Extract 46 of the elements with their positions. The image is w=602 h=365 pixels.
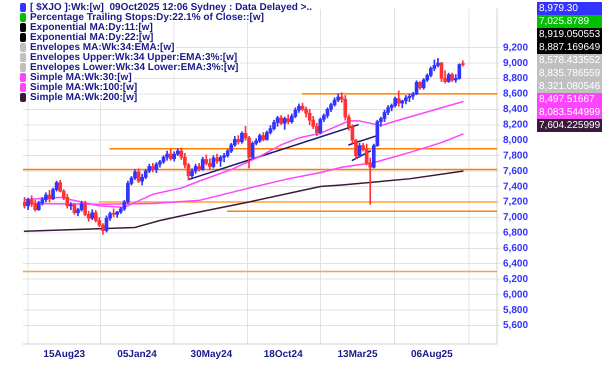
y-tick-label: 7,800 (503, 150, 528, 162)
legend-label: Simple MA:Wk:30:[w] (30, 72, 132, 82)
x-tick-label: 30May24 (190, 348, 233, 360)
legend-label: Percentage Trailing Stops:Dy:22.1% of Close::[w] (30, 12, 264, 22)
x-tick-label: 06Aug25 (410, 348, 454, 360)
y-tick-label: 5,600 (503, 320, 528, 332)
y-tick-label: 6,600 (503, 243, 528, 254)
legend-label: Envelopes Upper:Wk:34 Upper:EMA:3%:[w] (30, 52, 238, 62)
y-tick-label: 8,600 (503, 88, 528, 100)
y-tick-label: 7,400 (503, 181, 528, 192)
y-tick-label: 9,000 (503, 58, 528, 69)
y-tick-label: 7,200 (503, 196, 528, 208)
x-tick-label: 15Aug23 (43, 348, 86, 360)
y-tick-label: 8,000 (503, 134, 528, 146)
legend-label: Simple MA:Wk:200:[w] (30, 92, 138, 102)
candlestick (408, 94, 412, 102)
y-tick-label: 7,600 (503, 166, 528, 177)
y-tick-label: 6,200 (503, 274, 528, 285)
text: 8,835.786559 (537, 67, 602, 80)
legend-label: [ $XJO ]:Wk:[w] 09Oct2025 12:06 Sydney : Data Delayed >.. (30, 2, 312, 12)
legend-label: Exponential MA:Dy:11:[w] (30, 22, 153, 32)
legend-label: Exponential MA:Dy:22:[w] (30, 32, 154, 42)
y-tick-label: 6,400 (503, 258, 528, 270)
legend-label: Simple MA:Wk:100:[w] (30, 82, 138, 92)
text: 8,083.544999 (537, 106, 602, 119)
y-tick-label: 7,000 (503, 212, 528, 224)
x-tick-label: 05Jan24 (117, 348, 158, 360)
text: 8,321.080546 (537, 80, 602, 93)
text: 7,604.225999 (537, 119, 602, 132)
y-tick-label: 6,800 (503, 228, 528, 239)
legend-label: Envelopes Lower:Wk:34 Lower:EMA:3%:[w] (30, 62, 238, 72)
text: 8,979.30 (537, 2, 602, 15)
text: 8,497.51667 (537, 93, 602, 106)
y-tick-label: 5,800 (503, 304, 528, 316)
legend-label: Envelopes MA:Wk:34:EMA:[w] (30, 42, 174, 52)
text: 8,919.050553 (537, 28, 602, 41)
y-tick-label: 9,200 (503, 42, 528, 54)
y-tick-label: 8,800 (503, 73, 528, 84)
y-tick-label: 8,400 (503, 104, 528, 116)
x-tick-label: 13Mar25 (337, 348, 378, 360)
y-tick-label: 6,000 (503, 289, 528, 300)
x-tick-label: 18Oct24 (264, 348, 304, 360)
text: 7,025.8789 (537, 15, 602, 28)
y-tick-label: 8,200 (503, 120, 528, 131)
text: 8,578.433552 (537, 54, 602, 67)
text: 8,887.169649 (537, 41, 602, 54)
